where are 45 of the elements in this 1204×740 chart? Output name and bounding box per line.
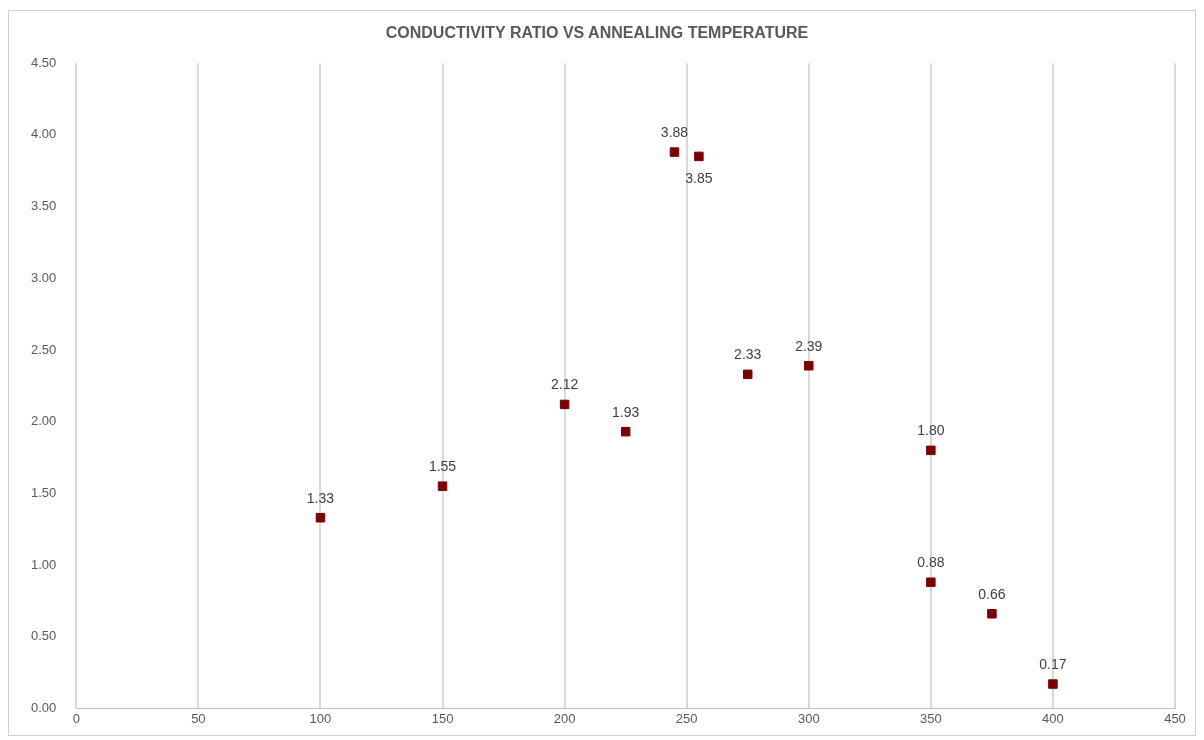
x-tick-label: 50	[191, 710, 206, 726]
point	[742, 369, 753, 380]
data-label: 2.33	[734, 346, 762, 363]
point	[559, 399, 570, 410]
point	[694, 151, 704, 162]
data-label: 1.55	[428, 458, 457, 475]
point	[620, 426, 631, 437]
x-tick-label: 100	[309, 710, 332, 726]
y-tick-label: 1.00	[30, 556, 57, 572]
y-tick-label: 0.00	[30, 699, 57, 715]
x-tick-label: 250	[675, 710, 698, 726]
y-tick-label: 4.00	[30, 126, 57, 142]
point	[1048, 679, 1058, 689]
x-tick-label: 150	[431, 710, 454, 726]
data-label: 2.12	[550, 376, 579, 393]
y-tick-label: 0.50	[30, 628, 57, 644]
data-label: 0.66	[978, 585, 1006, 602]
x-tick-label: 350	[919, 710, 942, 726]
y-tick-label: 4.50	[30, 54, 57, 70]
data-label: 3.88	[660, 123, 689, 140]
chart-title: CONDUCTIVITY RATIO VS ANNEALING TEMPERATURE	[385, 24, 809, 42]
y-tick-label: 3.50	[30, 198, 57, 214]
point	[926, 577, 936, 587]
point	[437, 481, 448, 491]
x-tick-label: 0	[72, 710, 80, 726]
y-tick-label: 1.50	[30, 484, 57, 500]
data-label: 1.80	[917, 422, 945, 439]
y-tick-label: 2.00	[30, 413, 57, 429]
x-tick-label: 450	[1164, 710, 1186, 726]
data-label: 1.33	[306, 489, 335, 506]
point	[926, 445, 936, 456]
point	[315, 512, 326, 523]
point	[669, 147, 680, 157]
y-tick-label: 2.50	[30, 341, 57, 357]
data-label: 3.85	[685, 170, 713, 187]
x-tick-label: 200	[553, 710, 576, 726]
data-label: 2.39	[795, 337, 823, 354]
y-tick-label: 3.00	[30, 269, 57, 285]
point	[804, 360, 814, 371]
data-label: 1.93	[612, 403, 640, 420]
data-label: 0.17	[1039, 655, 1067, 672]
x-tick-label: 400	[1042, 710, 1064, 726]
data-label: 0.88	[917, 554, 945, 571]
x-tick-label: 300	[797, 710, 820, 726]
point	[987, 609, 997, 619]
